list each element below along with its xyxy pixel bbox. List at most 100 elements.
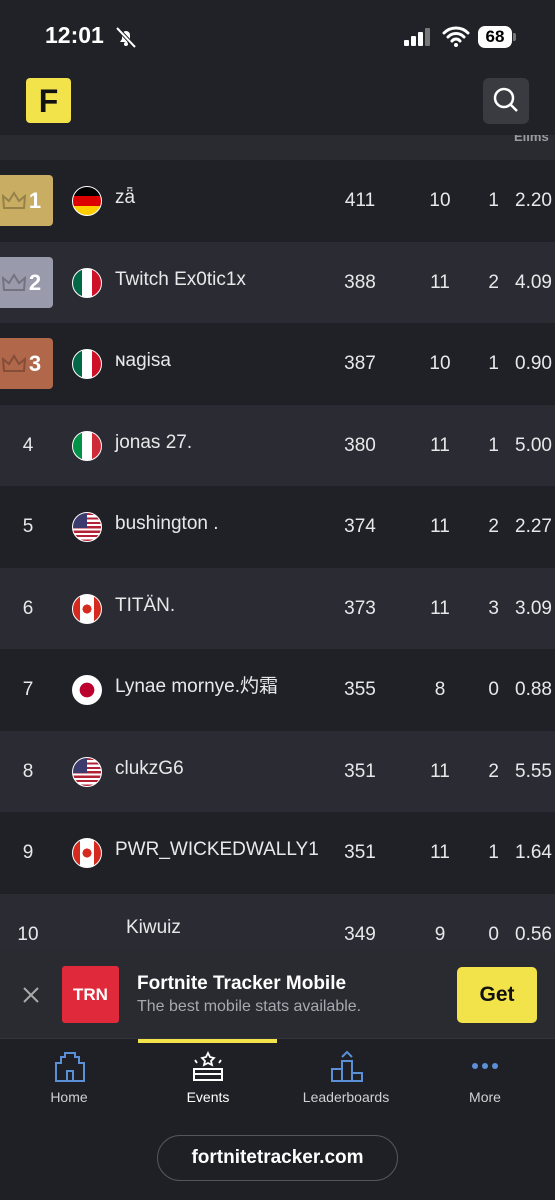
flag [72, 675, 102, 705]
table-row[interactable]: 3 ɴagisa 387 10 1 0.90 [0, 323, 555, 404]
matches: 11 [430, 760, 450, 782]
matches: 10 [429, 353, 451, 374]
player-name: PWR_WICKEDWALLY1 [115, 839, 319, 860]
table-row[interactable]: 7 Lynae mornye.灼霜 355 8 0 0.88 [0, 649, 555, 730]
wins: 2 [488, 271, 499, 293]
search-button[interactable] [483, 78, 529, 124]
get-button[interactable]: Get [457, 967, 537, 1023]
battery-cap [513, 33, 516, 41]
flag [72, 186, 102, 216]
signal-icon [404, 28, 430, 46]
rank-badge: 1 [0, 175, 53, 226]
flag [72, 267, 102, 298]
matches: 11 [430, 271, 450, 293]
matches: 8 [434, 679, 446, 700]
home-icon[interactable] [53, 1051, 87, 1083]
score: 387 [344, 353, 376, 374]
ad-logo: TRN [62, 966, 119, 1023]
score: 411 [344, 190, 376, 211]
wins: 2 [488, 516, 499, 537]
crown [2, 354, 26, 372]
top-bar [0, 0, 555, 135]
nav-label[interactable]: Home [50, 1089, 88, 1105]
logo[interactable]: F [26, 78, 71, 123]
close-ad[interactable] [21, 985, 41, 1005]
flag [72, 512, 102, 542]
elims: 0.90 [515, 353, 552, 374]
rank: 9 [22, 842, 34, 863]
elims: 3.09 [515, 597, 552, 619]
matches: 11 [430, 434, 450, 456]
score: 374 [344, 516, 376, 537]
rank: 4 [22, 434, 34, 456]
nav-label[interactable]: Leaderboards [302, 1089, 390, 1105]
elims: 0.56 [515, 923, 552, 945]
matches: 10 [429, 190, 451, 211]
elims: 2.27 [515, 516, 552, 537]
mute-icon [115, 26, 137, 49]
player-name: TITÄN. [115, 594, 176, 616]
table-row[interactable]: 1 zǟ 411 10 1 2.20 [0, 160, 555, 241]
rank: 7 [22, 679, 34, 700]
table-row[interactable]: 5 bushington . 374 11 2 2.27 [0, 486, 555, 567]
wins: 2 [488, 760, 499, 782]
player-name: clukzG6 [115, 757, 184, 779]
elims: 4.09 [515, 271, 552, 293]
elims: 2.20 [515, 190, 552, 211]
flag [72, 349, 102, 379]
score: 380 [344, 434, 376, 456]
score: 388 [344, 271, 376, 293]
matches: 11 [430, 516, 450, 537]
search-icon [493, 87, 518, 112]
wins: 1 [488, 434, 499, 456]
player-name: jonas 27. [115, 431, 193, 453]
wins: 1 [488, 842, 499, 863]
table-row[interactable]: 10 Kiwuiz 349 9 0 0.56 [0, 893, 555, 952]
leaderboards-icon[interactable] [330, 1049, 364, 1083]
score: 351 [344, 842, 376, 863]
table-row[interactable]: 6 TITÄN. 373 11 3 3.09 [0, 567, 555, 649]
rank: 3 [28, 351, 42, 376]
more-icon[interactable] [471, 1058, 499, 1074]
rank: 5 [22, 516, 34, 537]
score: 351 [344, 760, 376, 782]
wins: 3 [488, 597, 499, 619]
wins: 0 [488, 679, 499, 700]
clock: 12:01 [45, 22, 104, 48]
ad-title: Fortnite Tracker Mobile [137, 973, 347, 994]
crown [2, 272, 26, 291]
events-icon[interactable] [191, 1051, 225, 1083]
column-header: Elims [514, 135, 549, 144]
wins: 1 [488, 190, 499, 211]
flag [72, 430, 102, 461]
player-name: zǟ [115, 187, 136, 208]
rank: 1 [28, 188, 42, 213]
elims: 0.88 [515, 679, 552, 700]
player-name: Kiwuiz [126, 916, 181, 938]
nav-label[interactable]: More [469, 1089, 501, 1105]
wins: 1 [488, 353, 499, 374]
active-indicator [138, 1039, 277, 1043]
nav-label[interactable]: Events [186, 1089, 230, 1105]
flag [72, 756, 102, 787]
nav-divider [0, 1038, 555, 1039]
rank: 8 [22, 760, 34, 782]
table-row[interactable]: 8 clukzG6 351 11 2 5.55 [0, 730, 555, 812]
elims: 1.64 [515, 842, 552, 863]
table-header: Elims [0, 135, 555, 161]
elims: 5.00 [515, 434, 552, 456]
rank: 10 [17, 923, 39, 945]
player-name: ɴagisa [115, 350, 171, 371]
wifi-icon [442, 26, 470, 47]
url-bar[interactable]: fortnitetracker.com [157, 1135, 398, 1181]
flag [72, 593, 102, 624]
player-name: Twitch Ex0tic1x [115, 268, 246, 290]
rank-badge: 2 [0, 256, 53, 308]
flag [72, 838, 102, 868]
table-row[interactable]: 4 jonas 27. 380 11 1 5.00 [0, 404, 555, 486]
table-row[interactable]: 9 PWR_WICKEDWALLY1 351 11 1 1.64 [0, 812, 555, 893]
score: 349 [344, 923, 376, 945]
matches: 11 [430, 597, 450, 619]
table-row[interactable]: 2 Twitch Ex0tic1x 388 11 2 4.09 [0, 241, 555, 323]
score: 373 [344, 597, 376, 619]
